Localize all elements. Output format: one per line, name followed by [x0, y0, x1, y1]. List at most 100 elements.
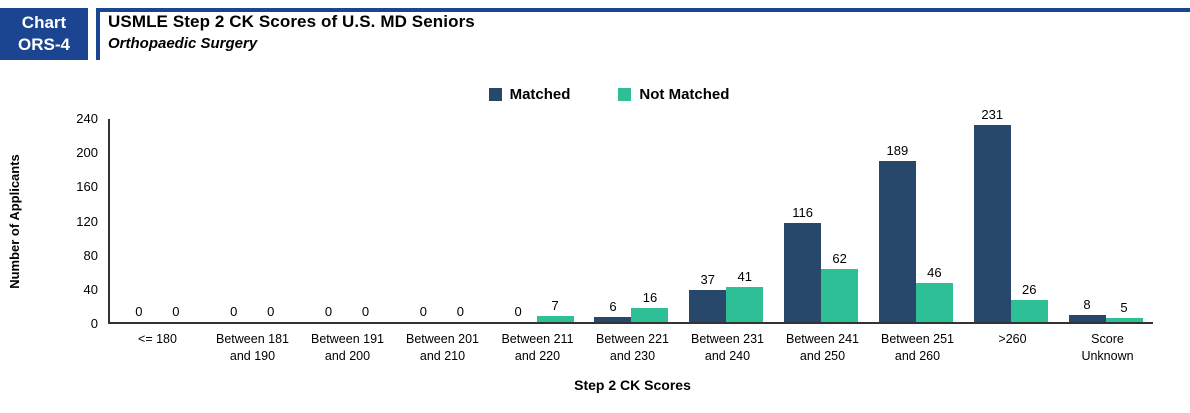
y-tick-label: 200: [76, 145, 98, 161]
y-tick-label: 40: [83, 281, 98, 297]
bar-matched: 231: [973, 107, 1011, 322]
page-subtitle: Orthopaedic Surgery: [108, 35, 258, 52]
bar-group: 231 26: [963, 107, 1058, 322]
bar-value-label: 0: [456, 304, 464, 319]
bar-group: 6 16: [584, 119, 679, 322]
bar-value-label: 231: [981, 106, 1004, 122]
bar-value-label: 0: [267, 304, 275, 319]
chart-id-line2: ORS-4: [18, 35, 70, 54]
x-tick-label-line: Between 191: [311, 332, 384, 346]
bar-not-matched: 7: [536, 298, 574, 322]
x-tick-label-line: Between 201: [406, 332, 479, 346]
x-tick-label-line: and 250: [799, 348, 846, 363]
y-axis-title-container: Number of Applicants: [0, 119, 28, 324]
page-title: USMLE Step 2 CK Scores of U.S. MD Senior…: [108, 12, 475, 31]
x-tick-label-line: and 220: [514, 348, 561, 363]
x-tick-label: Between 251 and 260: [870, 331, 965, 365]
bar-matched: 37: [689, 272, 727, 322]
bar-group: 189 46: [869, 119, 964, 322]
x-tick-label-line: and 200: [324, 348, 371, 363]
x-tick-label-line: <= 180: [138, 332, 177, 346]
bar-not-matched: 46: [915, 265, 953, 322]
bar-group: 37 41: [679, 119, 774, 322]
x-tick-label: Between 201 and 210: [395, 331, 490, 365]
x-tick-label-line: Between 241: [786, 332, 859, 346]
legend-swatch-matched: [488, 88, 502, 101]
legend-item-matched: Matched: [488, 86, 571, 103]
x-tick-label-line: and 240: [704, 348, 751, 363]
x-tick-label: Between 191 and 200: [300, 331, 395, 365]
x-tick-label-line: Between 231: [691, 332, 764, 346]
bar-value-label: 0: [514, 304, 522, 319]
x-tick-label: Between 181 and 190: [205, 331, 300, 365]
bar-value-label: 26: [1021, 281, 1037, 297]
x-tick-label-line: >260: [998, 332, 1027, 346]
x-tick-label-line: Between 251: [881, 332, 954, 346]
x-tick-label: Between 211 and 220: [490, 331, 585, 365]
bar-value-label: 7: [551, 298, 559, 314]
chart-id-box: Chart ORS-4: [0, 8, 88, 60]
header-top-rule: [96, 8, 1190, 12]
x-tick-label: >260: [965, 331, 1060, 365]
bar-not-matched: 41: [726, 269, 764, 322]
bar-value-label: 116: [792, 204, 813, 220]
x-tick-label-line: and 190: [229, 348, 276, 363]
header-vertical-rule: [96, 8, 100, 60]
plot-area: 0 0 0 0 0 0 0 0 0 7 6 16 37 41 116 62 189 46 231 26 8 5: [108, 107, 1153, 324]
x-tick-label-line: and 260: [894, 348, 941, 363]
bar-value-label: 5: [1120, 299, 1128, 315]
y-tick-label: 240: [76, 111, 98, 126]
bar-matched: 189: [878, 143, 916, 322]
x-tick-label: Between 241 and 250: [775, 331, 870, 365]
bar-value-label: 0: [361, 304, 370, 319]
bar-value-label: 46: [927, 264, 942, 280]
x-tick-label-line: and 230: [609, 348, 656, 363]
x-tick-label: Between 221 and 230: [585, 331, 680, 365]
x-axis-title: Step 2 CK Scores: [574, 376, 691, 393]
x-tick-label: <= 180: [110, 331, 205, 365]
bar-group: 116 62: [774, 119, 869, 322]
y-tick-label: 80: [83, 247, 98, 263]
x-tick-label-line: Unknown: [1081, 348, 1134, 363]
bar-value-label: 0: [172, 304, 180, 319]
bar-value-label: 189: [886, 142, 909, 158]
x-tick-label-line: Score: [1091, 332, 1124, 346]
title-block: USMLE Step 2 CK Scores of U.S. MD Senior…: [0, 0, 1190, 52]
y-tick-label: 120: [76, 213, 98, 229]
legend-item-not-matched: Not Matched: [618, 86, 729, 103]
y-axis-title: Number of Applicants: [6, 154, 22, 289]
x-tick-label-line: Between 181: [216, 332, 289, 346]
x-tick-label: Score Unknown: [1060, 331, 1155, 365]
bar-not-matched: 26: [1010, 282, 1048, 322]
y-axis-ticks: 0 40 80 120 160 200 240: [28, 111, 108, 331]
x-tick-label-line: and 210: [419, 348, 466, 363]
bar-value-label: 8: [1083, 297, 1091, 313]
bar-value-label: 0: [419, 304, 427, 319]
chart-header: Chart ORS-4 USMLE Step 2 CK Scores of U.…: [0, 0, 1190, 64]
bar-matched: 116: [784, 205, 822, 322]
bar-value-label: 0: [135, 304, 143, 319]
bar-value-label: 6: [609, 298, 617, 314]
bar-value-label: 0: [324, 304, 333, 319]
x-tick-label-line: Between 211: [501, 332, 574, 346]
bar-not-matched: 16: [631, 290, 669, 322]
chart-area: Number of Applicants 0 40 80 120 160 200 240 0…: [0, 107, 1190, 331]
chart-legend: Matched Not Matched: [14, 86, 1190, 103]
legend-label: Not Matched: [639, 86, 730, 103]
bar-matched: 8: [1068, 297, 1106, 322]
x-axis-ticks: <= 180 Between 181 and 190 Between 191 and 2…: [110, 331, 1155, 365]
bar-value-label: 16: [642, 290, 658, 306]
y-tick-label: 0: [90, 316, 98, 331]
y-tick-label: 160: [76, 179, 98, 195]
legend-label: Matched: [509, 86, 571, 103]
bar-value-label: 0: [230, 304, 238, 319]
bar-value-label: 37: [700, 272, 716, 288]
bar-matched: 6: [594, 299, 632, 322]
bar-not-matched: 62: [821, 251, 859, 322]
legend-swatch-not-matched: [618, 88, 632, 101]
